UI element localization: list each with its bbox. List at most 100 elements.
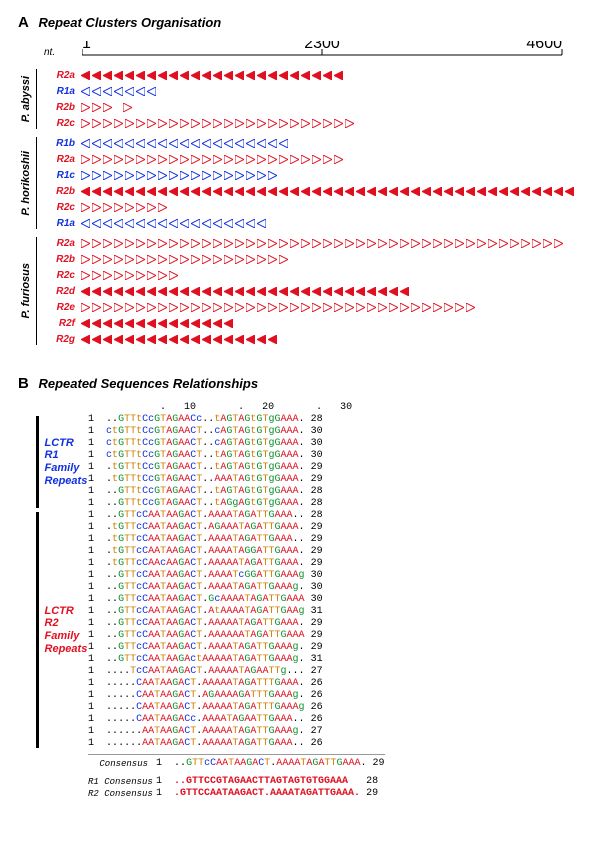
alignment-row: 1 ..GTTtCcGTAGAACT..tAGgAGtGTgGAAA. 28 (88, 498, 385, 510)
panel-a-title: A Repeat Clusters Organisation (18, 14, 580, 31)
alignment-row: 1 ..GTTcCAATAAGACT.AAAATcGGATTGAAAg 30 (88, 570, 385, 582)
cluster-row: R1b (41, 135, 580, 151)
triangle-track (81, 251, 580, 267)
triangle-track (81, 167, 580, 183)
alignment-row: 1 ctGTTtCcGTAGAACT..tAGTAGtGTgGAAA. 30 (88, 450, 385, 462)
alignment-row: 1 .....CAATAAGACT.AAAAATAGATTTGAAA. 26 (88, 678, 385, 690)
alignment-row: 1 .tGTTcCAATAAGACT.AGAAATAGATTGAAA. 29 (88, 522, 385, 534)
alignment-row: 1 ..GTTcCAATAAGACT.AAAATAGATTGAAA.. 28 (88, 510, 385, 522)
cluster-row: R2b (41, 251, 580, 267)
alignment-row: 1 ..GTTcCAATAAGACT.AAAAATAGATTGAAA. 29 (88, 618, 385, 630)
species-label: P. horikoshii (20, 151, 32, 216)
cluster-row: R1a (41, 83, 580, 99)
panel-a-title-text: Repeat Clusters Organisation (38, 15, 221, 30)
nt-label: nt. (44, 47, 55, 58)
triangle-track (81, 83, 580, 99)
triangle-track (81, 99, 580, 115)
alignment-row: 1 ..GTTtCcGTAGAACc..tAGTAGtGTgGAAA. 28 (88, 414, 385, 426)
row-label: R2d (41, 286, 81, 297)
axis-max: 4600 (526, 41, 562, 52)
triangle-track (81, 67, 580, 83)
family-block: LCTRR1 FamilyRepeats (18, 414, 88, 510)
triangle-track (81, 183, 580, 199)
alignment-row: 1 .tGTTcCAAcAAGACT.AAAAATAGATTGAAA. 29 (88, 558, 385, 570)
triangle-track (81, 215, 580, 231)
row-label: R2b (41, 254, 81, 265)
alignment-row: 1 .....CAATAAGACT.AGAAAAGATTTGAAAg. 26 (88, 690, 385, 702)
cluster-row: R2c (41, 267, 580, 283)
alignment-row: 1 .tGTTtCcGTAGAACT..AAATAGtGTgGAAA. 29 (88, 474, 385, 486)
row-label: R1b (41, 138, 81, 149)
species-block: P. abyssi R2a R1a R2b R2c (18, 67, 580, 131)
species-block: P. furiosus R2a R2b R2c R2d R2e R2f R2g (18, 235, 580, 347)
row-label: R1a (41, 218, 81, 229)
family-block: LCTRR2 FamilyRepeats (18, 510, 88, 750)
triangle-track (81, 199, 580, 215)
cluster-row: R2b (41, 183, 580, 199)
family-label: LCTRR1 FamilyRepeats (45, 437, 88, 488)
triangle-track (81, 283, 580, 299)
row-label: R2b (41, 102, 81, 113)
axis-min: 1 (82, 41, 91, 52)
triangle-track (81, 331, 580, 347)
triangle-track (81, 115, 580, 131)
triangle-track (81, 299, 580, 315)
row-label: R1c (41, 170, 81, 181)
r2-consensus: R2 Consensus1 .GTTCCAATAAGACT.AAAATAGATT… (88, 788, 385, 800)
alignment-block: . 10 . 20 . 301 ..GTTtCcGTAGAACc..tAGTAG… (88, 402, 385, 750)
row-label: R2a (41, 238, 81, 249)
cluster-row: R2e (41, 299, 580, 315)
species-label: P. abyssi (20, 76, 32, 122)
cluster-row: R1c (41, 167, 580, 183)
row-label: R2a (41, 70, 81, 81)
panel-b: B Repeated Sequences Relationships LCTRR… (18, 375, 580, 800)
row-label: R2f (41, 318, 81, 329)
consensus-label: Consensus (88, 758, 148, 770)
triangle-track (81, 151, 580, 167)
alignment-row: 1 .tGTTcCAATAAGACT.AAAATAGATTGAAA.. 29 (88, 534, 385, 546)
alignment-row: 1 .....CAATAAGACc.AAAATAGAATTGAAA.. 26 (88, 714, 385, 726)
panel-a-letter: A (18, 14, 29, 31)
alignment-row: 1 .tGTTcCAATAAGACT.AAAATAGGATTGAAA. 29 (88, 546, 385, 558)
cluster-row: R1a (41, 215, 580, 231)
cluster-row: R2a (41, 235, 580, 251)
ruler: . 10 . 20 . 30 (88, 402, 385, 414)
consensus-block: Consensus1 ..GTTcCAATAAGACT.AAAATAGATTGA… (88, 754, 385, 770)
row-label: R1a (41, 86, 81, 97)
row-label: R2c (41, 270, 81, 281)
triangle-track (81, 135, 580, 151)
r1-consensus: R1 Consensus1 ..GTTCCGTAGAACTTAGTAGTGTGG… (88, 776, 385, 788)
triangle-track (81, 267, 580, 283)
species-label: P. furiosus (20, 263, 32, 318)
alignment-row: 1 ctGTTtCcGTAGAACT..cAGTAGtGTgGAAA. 30 (88, 438, 385, 450)
cluster-row: R2b (41, 99, 580, 115)
panel-b-letter: B (18, 375, 29, 392)
axis-mid: 2300 (304, 41, 340, 52)
family-label-column: LCTRR1 FamilyRepeats LCTRR2 FamilyRepeats (18, 402, 88, 800)
row-label: R2c (41, 202, 81, 213)
alignment-row: 1 .....CAATAAGACT.AAAAATAGATTTGAAAg 26 (88, 702, 385, 714)
alignment-row: 1 .tGTTtCcGTAGAACT..tAGTAGtGTgGAAA. 29 (88, 462, 385, 474)
species-block: P. horikoshii R1b R2a R1c R2b R2c R1a (18, 135, 580, 231)
cluster-row: R2d (41, 283, 580, 299)
alignment-row: 1 ..GTTtCcGTAGAACT..tAGTAGtGTgGAAA. 28 (88, 486, 385, 498)
alignment-row: 1 ..GTTcCAATAAGActAAAAATAGATTGAAAg. 31 (88, 654, 385, 666)
alignment-row: 1 ......AATAAGACT.AAAAATAGATTGAAAg. 27 (88, 726, 385, 738)
alignment-row: 1 ..GTTcCAATAAGACT.AtAAAATAGATTGAAg 31 (88, 606, 385, 618)
cluster-row: R2c (41, 199, 580, 215)
row-label: R2g (41, 334, 81, 345)
axis: 1 2300 4600 (82, 41, 572, 63)
alignment-row: 1 ..GTTcCAATAAGACT.AAAATAGATTGAAAg. 29 (88, 642, 385, 654)
panel-b-title: B Repeated Sequences Relationships (18, 375, 580, 392)
alignment-row: 1 ..GTTcCAATAAGACT.AAAATAGATTGAAAg. 30 (88, 582, 385, 594)
row-label: R2e (41, 302, 81, 313)
panel-a: A Repeat Clusters Organisation nt. 1 230… (18, 14, 580, 347)
cluster-row: R2c (41, 115, 580, 131)
family-consensus-block: R1 Consensus1 ..GTTCCGTAGAACTTAGTAGTGTGG… (88, 776, 385, 800)
cluster-row: R2f (41, 315, 580, 331)
alignment-row: 1 ..GTTcCAATAAGACT.AAAAAATAGATTGAAA 29 (88, 630, 385, 642)
row-label: R2a (41, 154, 81, 165)
cluster-row: R2g (41, 331, 580, 347)
row-label: R2b (41, 186, 81, 197)
alignment-row: 1 ......AATAAGACT.AAAAATAGATTGAAA.. 26 (88, 738, 385, 750)
